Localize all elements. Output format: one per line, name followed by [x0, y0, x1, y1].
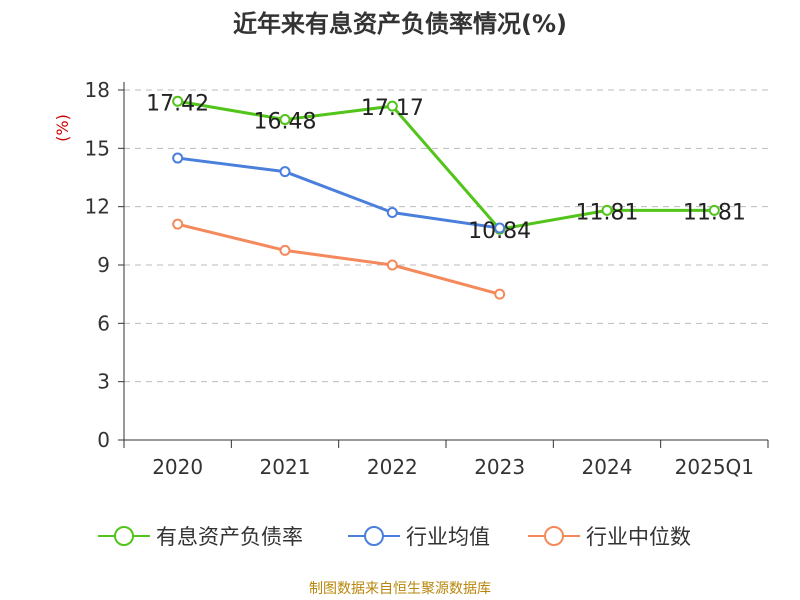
data-point [279, 244, 291, 256]
x-tick-label: 2024 [582, 455, 633, 479]
x-tick-label: 2021 [260, 455, 311, 479]
legend-label: 行业均值 [406, 525, 490, 549]
y-tick-label: 15 [85, 136, 110, 160]
legend-item[interactable]: 行业中位数 [528, 518, 691, 554]
data-label: 17.42 [146, 91, 209, 116]
y-tick-label: 18 [85, 78, 110, 102]
y-tick-label: 3 [97, 370, 110, 394]
source-note: 制图数据来自恒生聚源数据库 [309, 581, 491, 597]
y-tick-label: 9 [97, 253, 110, 277]
data-point [708, 204, 720, 216]
data-point [172, 152, 184, 164]
data-label: 11.81 [576, 200, 639, 225]
y-tick-label: 0 [97, 428, 110, 452]
data-point [601, 204, 613, 216]
data-label: 10.84 [468, 219, 531, 244]
data-point [386, 259, 398, 271]
legend-marker-icon [98, 526, 150, 546]
data-point [172, 218, 184, 230]
legend-item[interactable]: 有息资产负债率 [98, 518, 303, 554]
data-label: 17.17 [361, 96, 424, 121]
series-line-1 [177, 156, 500, 230]
legend-marker-icon [348, 526, 400, 546]
y-tick-label: 12 [85, 195, 110, 219]
x-tick-label: 2022 [367, 455, 418, 479]
legend: 有息资产负债率 行业均值 行业中位数 [0, 518, 800, 554]
chart-title: 近年来有息资产负债率情况(%) [233, 10, 567, 38]
legend-marker-icon [528, 526, 580, 546]
data-label: 11.81 [683, 200, 746, 225]
data-point [279, 166, 291, 178]
x-tick-label: 2025Q1 [675, 455, 754, 479]
legend-label: 行业中位数 [586, 525, 691, 549]
legend-item[interactable]: 行业均值 [348, 518, 490, 554]
data-point [386, 100, 398, 112]
series-line-2 [177, 222, 501, 296]
data-point [172, 95, 184, 107]
legend-label: 有息资产负债率 [156, 525, 303, 549]
data-point [494, 288, 506, 300]
data-point [494, 222, 506, 234]
data-label: 16.48 [254, 110, 317, 135]
data-point [386, 207, 398, 218]
x-tick-label: 2020 [152, 455, 203, 479]
y-tick-label: 6 [97, 311, 110, 335]
series-line-0 [177, 99, 715, 231]
data-point [279, 114, 291, 126]
x-tick-label: 2023 [474, 455, 525, 479]
y-axis-label: (%) [53, 114, 72, 142]
